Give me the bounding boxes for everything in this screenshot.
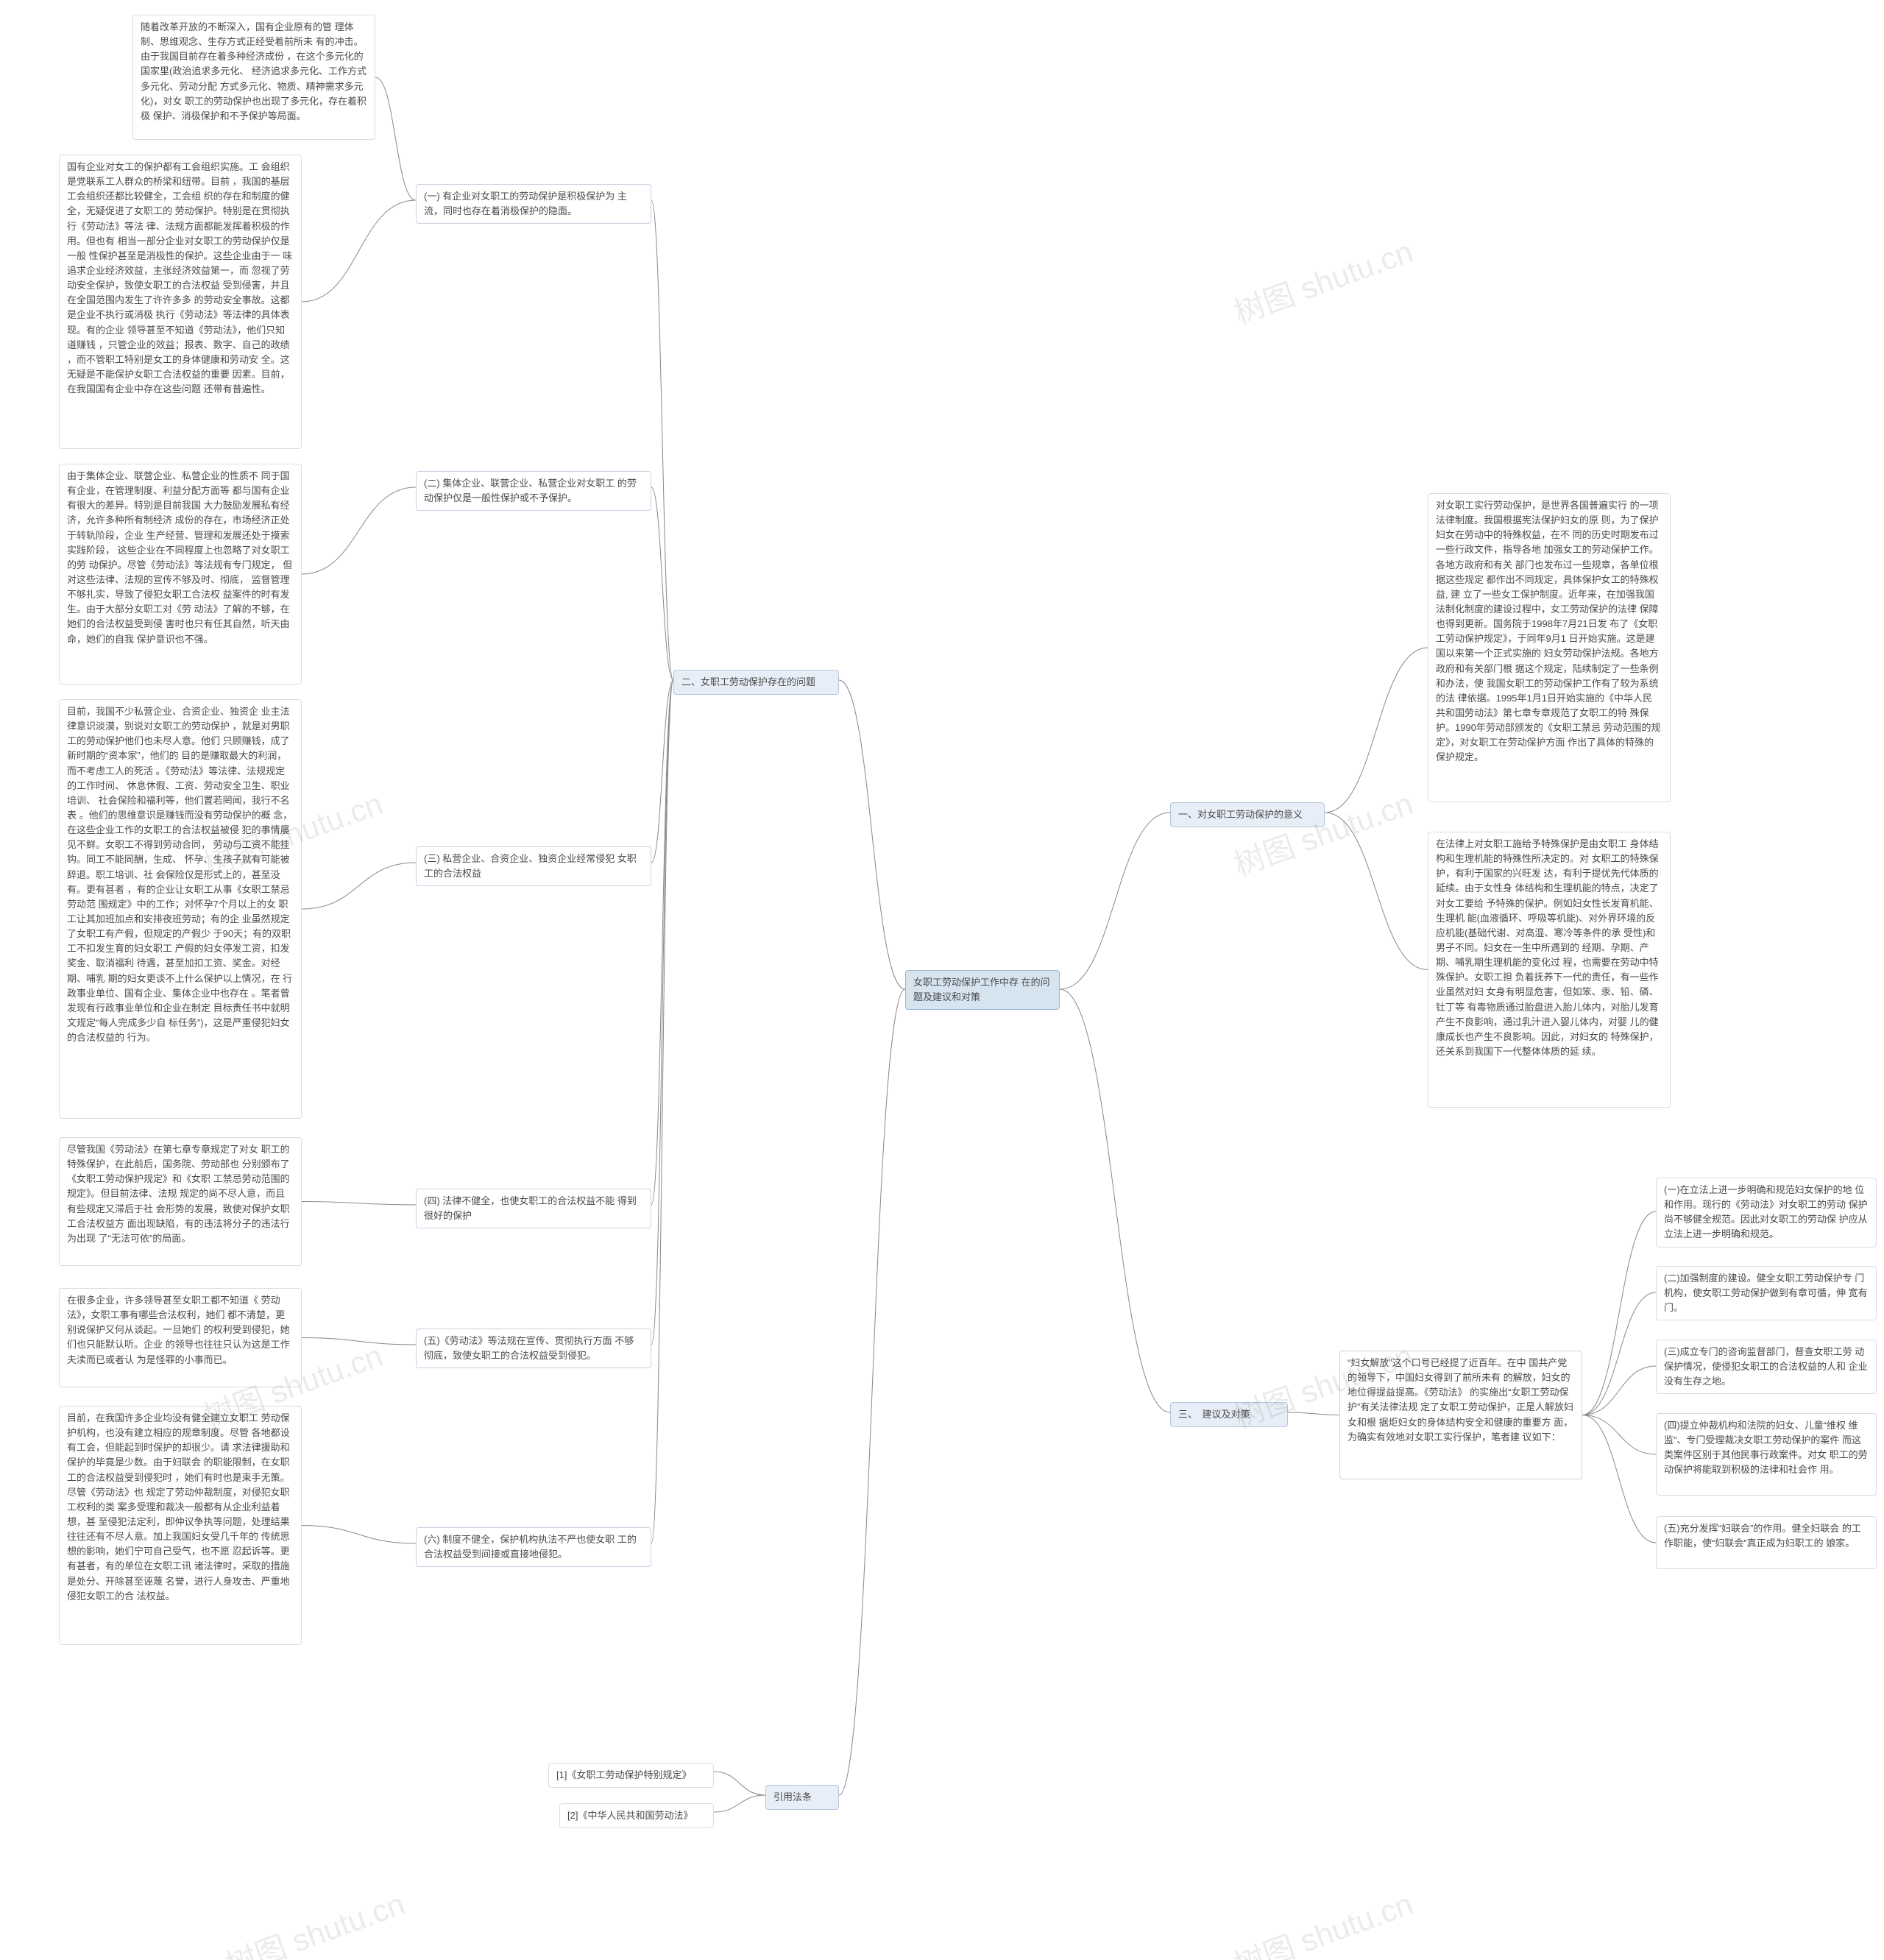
leaf-b3c1l5: (五)充分发挥“妇联会”的作用。健全妇联会 的工作职能，使“妇联会”真正成为妇职… [1656, 1516, 1877, 1569]
watermark: 树图 shutu.cn [1227, 779, 1418, 885]
watermark: 树图 shutu.cn [219, 1879, 410, 1960]
leaf-b2c1l2: 国有企业对女工的保护都有工会组织实施。工 会组织是党联系工人群众的桥梁和纽带。目… [59, 155, 302, 449]
child-b1c1: 对女职工实行劳动保护，是世界各国普遍实行 的一项法律制度。我国根据宪法保护妇女的… [1428, 493, 1671, 802]
child-b2c4: (四) 法律不健全，也使女职工的合法权益不能 得到很好的保护 [416, 1189, 651, 1228]
leaf-b2c6l1: 目前，在我国许多企业均没有健全建立女职工 劳动保护机构，也没有建立相应的规章制度… [59, 1406, 302, 1645]
watermark: 树图 shutu.cn [1227, 227, 1418, 333]
leaf-b3c1l2: (二)加强制度的建设。健全女职工劳动保护专 门机构，使女职工劳动保护做到有章可循… [1656, 1266, 1877, 1320]
leaf-b2c4l1: 尽管我国《劳动法》在第七章专章规定了对女 职工的特殊保护，在此前后，国务院、劳动… [59, 1137, 302, 1266]
child-b2c6: (六) 制度不健全，保护机构执法不严也使女职 工的合法权益受到间接或直接地侵犯。 [416, 1527, 651, 1567]
leaf-b2c1l1: 随着改革开放的不断深入，国有企业原有的管 理体制、思维观念、生存方式正经受着前所… [132, 15, 375, 140]
watermark: 树图 shutu.cn [1227, 1879, 1418, 1960]
branch-b1: 一、对女职工劳动保护的意义 [1170, 802, 1325, 827]
child-b1c2: 在法律上对女职工施给予特殊保护是由女职工 身体结构和生理机能的特殊性所决定的。对… [1428, 832, 1671, 1108]
leaf-b2c5l1: 在很多企业，许多领导甚至女职工都不知道《 劳动法》，女职工事有哪些合法权利，她们… [59, 1288, 302, 1387]
child-b2c2: (二) 集体企业、联营企业、私营企业对女职工 的劳动保护仅是一般性保护或不予保护… [416, 471, 651, 511]
leaf-b3c1l3: (三)成立专门的咨询监督部门，督查女职工劳 动保护情况，使侵犯女职工的合法权益的… [1656, 1340, 1877, 1394]
child-b2c5: (五)《劳动法》等法规在宣传、贯彻执行方面 不够彻底，致使女职工的合法权益受到侵… [416, 1329, 651, 1368]
leaf-b3c1l4: (四)提立仲裁机构和法院的妇女、儿童“维权 维监”、专门受理裁决女职工劳动保护的… [1656, 1413, 1877, 1496]
branch-b3: 三、 建议及对策 [1170, 1402, 1288, 1427]
child-b2c3: (三) 私营企业、合资企业、独资企业经常侵犯 女职工的合法权益 [416, 846, 651, 886]
child-b4c1: [1]《女职工劳动保护特别规定》 [548, 1763, 714, 1788]
mindmap-canvas: 女职工劳动保护工作中存 在的问题及建议和对策 一、对女职工劳动保护的意义 对女职工实… [0, 0, 1884, 1960]
branch-b2: 二、女职工劳动保护存在的问题 [673, 670, 839, 695]
branch-b4: 引用法条 [765, 1785, 839, 1810]
child-b3c1: “妇女解放”这个口号已经提了近百年。在中 国共产党的领导下，中国妇女得到了前所未… [1339, 1351, 1582, 1479]
root-node: 女职工劳动保护工作中存 在的问题及建议和对策 [905, 970, 1060, 1010]
child-b4c2: [2]《中华人民共和国劳动法》 [559, 1803, 714, 1828]
leaf-b2c3l1: 目前，我国不少私营企业、合资企业、独资企 业主法律意识淡漠，别说对女职工的劳动保… [59, 699, 302, 1119]
child-b2c1: (一) 有企业对女职工的劳动保护是积极保护为 主流，同时也存在着消极保护的隐面。 [416, 184, 651, 224]
leaf-b2c2l1: 由于集体企业、联营企业、私营企业的性质不 同于国有企业，在管理制度、利益分配方面… [59, 464, 302, 684]
leaf-b3c1l1: (一)在立法上进一步明确和规范妇女保护的地 位和作用。现行的《劳动法》对女职工的… [1656, 1178, 1877, 1248]
